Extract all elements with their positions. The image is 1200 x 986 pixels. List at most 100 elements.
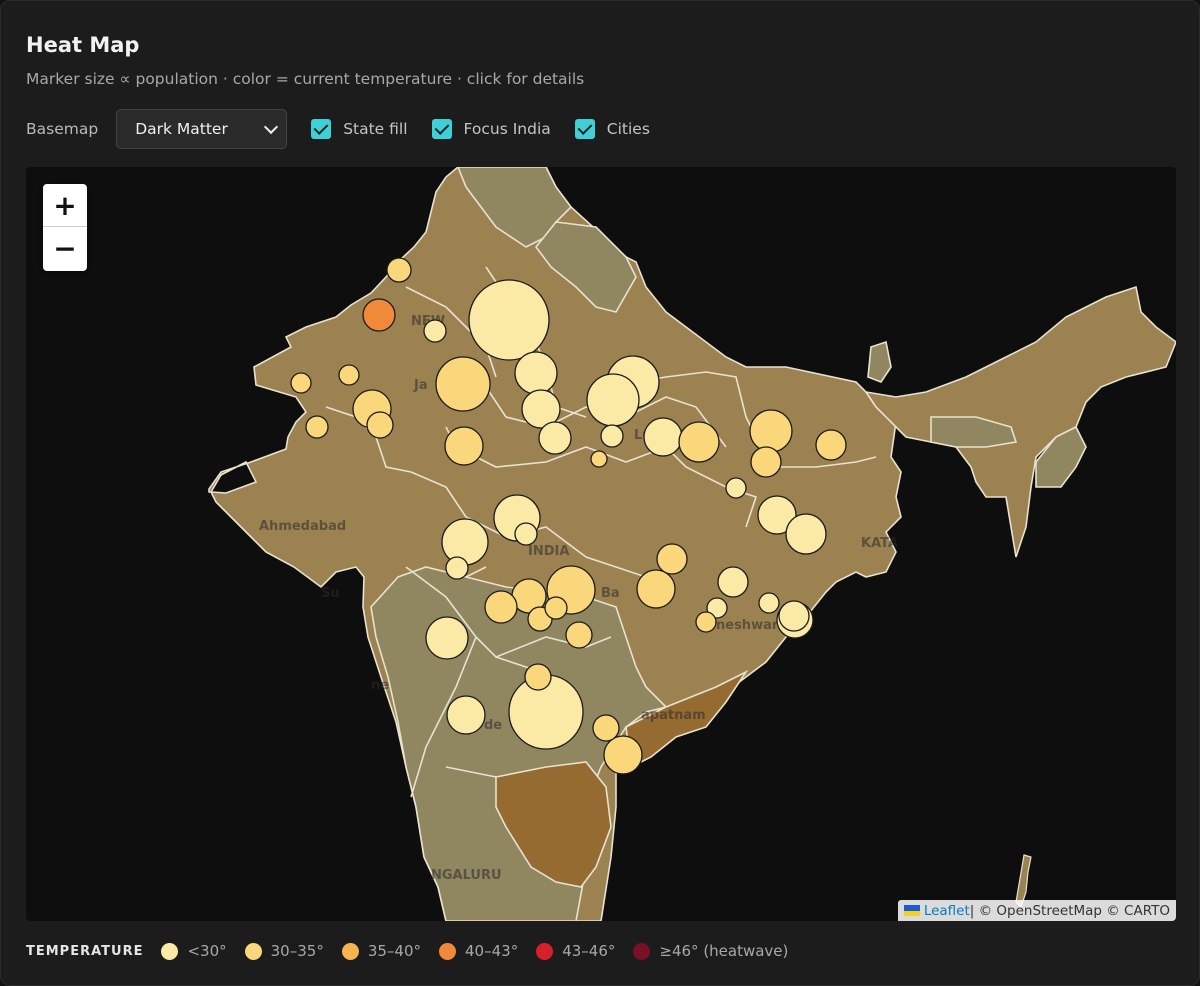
focus-india-checkbox[interactable]: Focus India	[431, 119, 551, 139]
legend-title: TEMPERATURE	[26, 943, 144, 959]
sikkim-fill[interactable]	[867, 340, 892, 383]
city-marker[interactable]	[441, 518, 489, 566]
legend-item: <30°	[161, 942, 227, 960]
city-marker[interactable]	[305, 415, 329, 439]
map-view[interactable]: NEW Ja INDIA Ahmedabad KATA neshwar ne d…	[26, 167, 1176, 921]
chevron-down-icon	[264, 119, 279, 134]
northeast-states-fill[interactable]	[864, 285, 1176, 558]
city-marker[interactable]	[656, 543, 688, 575]
city-marker[interactable]	[538, 421, 572, 455]
city-marker[interactable]	[749, 409, 793, 453]
city-markers[interactable]	[290, 257, 847, 775]
city-marker[interactable]	[785, 513, 827, 555]
legend-label: 30–35°	[270, 942, 324, 960]
basemap-label-ngaluru: NGALURU	[431, 868, 502, 883]
city-marker[interactable]	[514, 351, 558, 395]
city-marker[interactable]	[725, 477, 747, 499]
basemap-label-kata: KATA	[861, 536, 898, 551]
legend-label: 43–46°	[562, 942, 616, 960]
cities-label: Cities	[606, 120, 650, 138]
city-marker[interactable]	[643, 417, 683, 457]
city-marker[interactable]	[565, 621, 593, 649]
city-marker[interactable]	[521, 389, 561, 429]
city-marker[interactable]	[423, 319, 447, 343]
cities-checkbox[interactable]: Cities	[574, 119, 650, 139]
map-controls: Basemap Dark Matter State fill Focus Ind…	[26, 109, 650, 149]
attribution-text: | © OpenStreetMap © CARTO	[969, 902, 1170, 919]
basemap-label-ahmedabad: Ahmedabad	[259, 519, 346, 534]
city-marker[interactable]	[586, 373, 640, 427]
city-marker[interactable]	[695, 611, 717, 633]
city-marker[interactable]	[815, 429, 847, 461]
city-marker[interactable]	[603, 735, 643, 775]
basemap-label-india: INDIA	[528, 544, 569, 559]
legend-swatch	[341, 942, 359, 960]
legend-item: 35–40°	[341, 942, 422, 960]
legend-swatch	[161, 942, 179, 960]
map-canvas[interactable]: NEW Ja INDIA Ahmedabad KATA neshwar ne d…	[26, 167, 1176, 921]
legend-swatch	[633, 942, 651, 960]
city-marker[interactable]	[590, 450, 608, 468]
city-marker[interactable]	[600, 424, 624, 448]
checkbox-checked-icon[interactable]	[431, 119, 452, 139]
checkbox-checked-icon[interactable]	[574, 119, 595, 139]
legend-label: 40–43°	[465, 942, 519, 960]
focus-india-label: Focus India	[463, 120, 551, 138]
northeast-grey-fill-2[interactable]	[1035, 425, 1087, 488]
state-fill-checkbox[interactable]: State fill	[311, 119, 408, 139]
city-marker[interactable]	[514, 522, 538, 546]
city-marker[interactable]	[425, 616, 469, 660]
legend-swatch	[536, 942, 554, 960]
city-marker[interactable]	[445, 556, 469, 580]
zoom-out-button[interactable]: −	[53, 232, 77, 265]
city-marker[interactable]	[706, 597, 728, 619]
city-marker[interactable]	[446, 695, 486, 735]
city-marker[interactable]	[366, 411, 394, 439]
city-marker[interactable]	[444, 426, 484, 466]
basemap-label-ne: ne	[371, 678, 389, 693]
city-marker[interactable]	[717, 566, 749, 598]
city-marker[interactable]	[290, 372, 312, 394]
checkbox-checked-icon[interactable]	[311, 119, 332, 139]
city-marker[interactable]	[338, 364, 360, 386]
city-marker[interactable]	[468, 279, 550, 361]
legend-swatch	[439, 942, 457, 960]
ukraine-flag-icon	[903, 905, 920, 916]
legend-label: 35–40°	[367, 942, 422, 960]
city-marker[interactable]	[544, 596, 568, 620]
basemap-label-de: de	[484, 718, 502, 733]
legend-label: <30°	[187, 942, 227, 960]
northeast-grey-fill[interactable]	[930, 416, 1018, 448]
city-marker[interactable]	[592, 714, 620, 742]
city-marker[interactable]	[778, 600, 810, 632]
legend-item: 30–35°	[244, 942, 324, 960]
zoom-control: + −	[43, 184, 87, 271]
basemap-label-su: Su	[321, 586, 340, 601]
city-marker[interactable]	[362, 298, 396, 332]
city-marker[interactable]	[484, 590, 518, 624]
legend-label: ≥46° (heatwave)	[659, 942, 789, 960]
city-marker[interactable]	[386, 257, 412, 283]
himalayan-state-fill[interactable]	[534, 221, 637, 313]
city-marker[interactable]	[678, 421, 720, 463]
basemap-select[interactable]: Dark Matter	[116, 109, 288, 149]
leaflet-link[interactable]: Leaflet	[923, 902, 970, 919]
legend-item: 43–46°	[536, 942, 615, 960]
india-state-fill[interactable]	[208, 167, 902, 921]
zoom-in-button[interactable]: +	[43, 184, 87, 227]
temperature-legend: TEMPERATURE <30° 30–35° 35–40° 40–43° 43…	[26, 939, 806, 963]
basemap-label-neshwar: neshwar	[716, 618, 779, 633]
city-marker[interactable]	[757, 495, 797, 535]
city-marker[interactable]	[636, 569, 676, 609]
city-marker[interactable]	[750, 446, 782, 478]
city-marker[interactable]	[435, 356, 491, 412]
map-attribution: Leaflet | © OpenStreetMap © CARTO	[897, 900, 1176, 921]
basemap-label-apatnam: apatnam	[641, 708, 706, 723]
page-title: Heat Map	[26, 33, 140, 57]
basemap-label: Basemap	[26, 120, 99, 138]
legend-item: ≥46° (heatwave)	[633, 942, 788, 960]
city-marker[interactable]	[524, 663, 552, 691]
coastal-state-fill[interactable]	[495, 761, 612, 888]
city-marker[interactable]	[758, 592, 780, 614]
